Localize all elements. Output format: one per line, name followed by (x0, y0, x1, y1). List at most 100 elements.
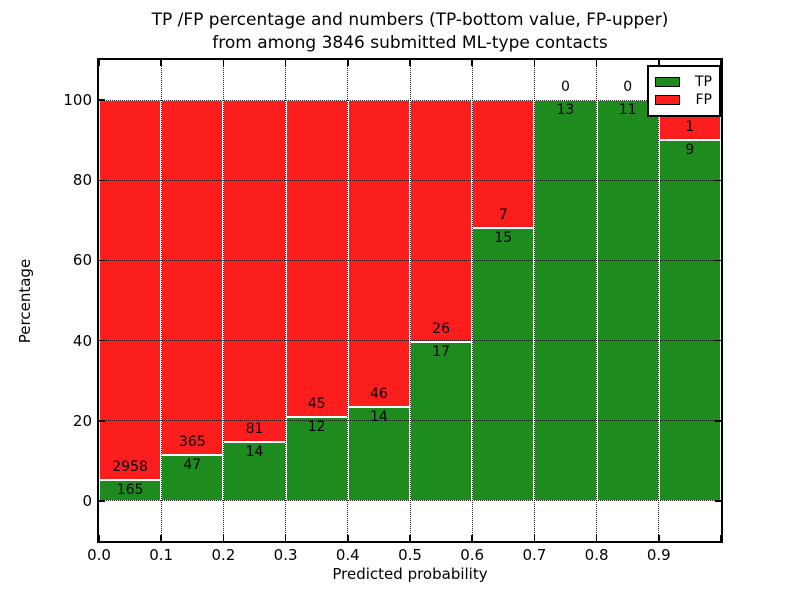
tp-bar (347, 407, 410, 501)
x-tick-label: 0.2 (211, 546, 236, 564)
y-tick-mark (99, 500, 105, 502)
y-tick-mark (99, 420, 105, 422)
tp-bar (658, 140, 721, 501)
x-tick-mark (98, 60, 100, 66)
x-tick-mark (222, 60, 225, 66)
x-axis-title: Predicted probability (332, 565, 488, 583)
gridline-vertical (347, 60, 349, 541)
y-tick-label: 100 (63, 91, 92, 110)
x-tick-mark (658, 535, 660, 541)
x-tick-mark (347, 535, 349, 541)
x-tick-mark (284, 535, 287, 541)
tp-bar (596, 100, 659, 501)
gridline-vertical (409, 60, 411, 541)
tp-bar (99, 479, 162, 501)
fp-count-label: 0 (623, 79, 633, 96)
tp-count-label: 9 (685, 142, 695, 159)
tp-count-label: 12 (307, 418, 326, 435)
fp-count-label: 45 (307, 395, 326, 412)
y-tick-label: 0 (82, 491, 92, 510)
x-tick-mark (720, 60, 722, 66)
fp-count-label: 46 (369, 386, 388, 403)
x-tick-label: 0.5 (398, 546, 422, 564)
tp-bar (285, 416, 348, 501)
tp-count-label: 14 (369, 409, 388, 426)
x-tick-label: 0.1 (149, 546, 174, 564)
x-tick-mark (471, 60, 473, 66)
x-tick-label: 0.0 (87, 546, 111, 564)
tp-count-label: 14 (245, 443, 264, 460)
x-tick-mark (658, 60, 660, 66)
x-tick-mark (409, 535, 411, 541)
chart-title-line-1: TP /FP percentage and numbers (TP-bottom… (151, 10, 669, 30)
x-tick-label: 0.6 (460, 546, 485, 564)
y-tick-label: 80 (72, 171, 92, 190)
fp-count-label: 1 (685, 119, 695, 136)
gridline-vertical (533, 60, 535, 541)
x-tick-mark (533, 60, 536, 66)
tp-count-label: 17 (432, 344, 450, 361)
gridline-vertical (285, 60, 287, 541)
x-tick-mark (347, 60, 349, 66)
tp-bar (534, 100, 597, 501)
fp-color-swatch-icon (655, 95, 680, 105)
x-tick-mark (160, 535, 162, 541)
x-tick-mark (160, 60, 162, 66)
fp-bar (161, 100, 224, 456)
x-tick-mark (720, 535, 722, 541)
tp-count-label: 15 (494, 229, 513, 246)
x-tick-label: 0.4 (335, 546, 360, 564)
tp-bar (223, 441, 286, 501)
legend-label-fp: FP (695, 92, 713, 108)
y-tick-mark (99, 99, 105, 101)
y-tick-mark (99, 179, 105, 181)
y-tick-label: 40 (72, 331, 92, 350)
y-tick-mark (99, 259, 105, 262)
tp-bar (472, 227, 535, 501)
x-tick-label: 0.8 (584, 546, 609, 564)
gridline-vertical (160, 60, 162, 541)
legend-item-fp: FP (655, 92, 712, 108)
x-tick-mark (98, 535, 100, 541)
legend: TP FP (647, 65, 721, 117)
y-tick-mark (715, 420, 721, 422)
x-tick-mark (222, 535, 225, 541)
plot-area: TP FP 2958 165 365 47 81 14 45 12 46 14 26 17 7 15 0 13… (97, 58, 723, 543)
y-tick-mark (715, 339, 721, 342)
chart-title-line-2: from among 3846 submitted ML-type contac… (212, 33, 608, 53)
legend-item-tp: TP (655, 74, 712, 90)
fp-count-label: 7 (498, 206, 508, 223)
gridline-vertical (471, 60, 473, 541)
fp-bar (410, 100, 473, 343)
plot-canvas: TP FP 2958 165 365 47 81 14 45 12 46 14 26 17 7 15 0 13… (98, 60, 722, 541)
tp-count-label: 11 (618, 102, 637, 119)
y-axis-title: Percentage (16, 258, 34, 344)
x-tick-label: 0.3 (273, 546, 298, 564)
tp-count-label: 13 (556, 102, 575, 119)
fp-count-label: 26 (432, 321, 450, 338)
fp-count-label: 365 (178, 434, 206, 451)
gridline-vertical (222, 60, 224, 541)
y-tick-mark (715, 259, 721, 262)
x-tick-mark (595, 60, 598, 66)
y-tick-label: 60 (72, 251, 92, 270)
fp-count-label: 81 (245, 420, 264, 437)
fp-bar (472, 100, 535, 228)
x-tick-mark (471, 535, 473, 541)
fp-count-label: 0 (561, 79, 570, 96)
fp-bar (223, 100, 286, 442)
tp-bar (410, 342, 473, 501)
x-tick-mark (595, 535, 598, 541)
y-tick-mark (99, 339, 105, 342)
fp-bar (347, 100, 410, 408)
tp-color-swatch-icon (655, 77, 680, 87)
fp-bar (285, 100, 348, 417)
gridline-vertical (596, 60, 598, 541)
x-tick-mark (284, 60, 287, 66)
x-tick-mark (409, 60, 411, 66)
y-tick-mark (715, 179, 721, 181)
legend-label-tp: TP (695, 74, 712, 90)
tp-count-label: 165 (116, 481, 144, 498)
y-tick-label: 20 (72, 411, 92, 430)
